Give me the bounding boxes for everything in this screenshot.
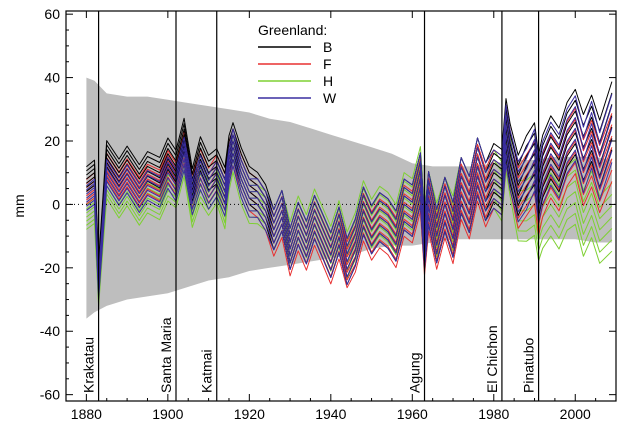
legend-entry-b: B: [323, 39, 332, 55]
x-tick-label: 1900: [152, 406, 183, 422]
x-tick-label: 1960: [397, 406, 428, 422]
series-w-member: [86, 138, 613, 292]
event-label: Agung: [407, 353, 423, 393]
y-tick-label: 20: [44, 133, 60, 149]
y-tick-label: 60: [44, 6, 60, 22]
y-tick-label: -20: [40, 260, 60, 276]
y-tick-label: -60: [40, 387, 60, 403]
series-w-member: [86, 149, 613, 296]
series-w-member: [86, 127, 613, 288]
legend-entry-f: F: [323, 56, 332, 72]
x-tick-label: 1980: [478, 406, 509, 422]
y-axis-label: mm: [11, 194, 27, 217]
y-tick-label: 0: [52, 196, 60, 212]
legend-title: Greenland:: [258, 22, 327, 38]
plot-frame: [65, 10, 617, 402]
event-label: Pinatubo: [521, 338, 537, 393]
x-tick-label: 1920: [234, 406, 265, 422]
event-label: El Chichon: [484, 325, 500, 393]
y-tick-label: -40: [40, 323, 60, 339]
event-label: Santa Maria: [158, 317, 174, 393]
y-tick-label: 40: [44, 70, 60, 86]
series-w-member: [86, 94, 613, 275]
uncertainty-band: [86, 77, 612, 319]
series-w: [86, 94, 613, 301]
event-label: Krakatau: [81, 337, 97, 393]
event-label: Katmai: [199, 349, 215, 393]
series-layer: [86, 81, 613, 307]
axes-layer: 1880 1900 1920 1940 1960 1980 2000 -60 -40 -20 0 20…: [40, 6, 617, 422]
series-w-member: [86, 105, 613, 279]
uncertainty-band-layer: [86, 77, 612, 319]
event-layer: Krakatau Santa Maria Katmai Agung El Chichon…: [81, 11, 540, 401]
x-tick-label: 2000: [560, 406, 591, 422]
x-tick-label: 1880: [71, 406, 102, 422]
series-w-member: [86, 160, 613, 301]
legend-entry-h: H: [323, 73, 333, 89]
series-w-member: [86, 116, 613, 284]
x-tick-label: 1940: [315, 406, 346, 422]
legend-entry-w: W: [323, 90, 337, 106]
